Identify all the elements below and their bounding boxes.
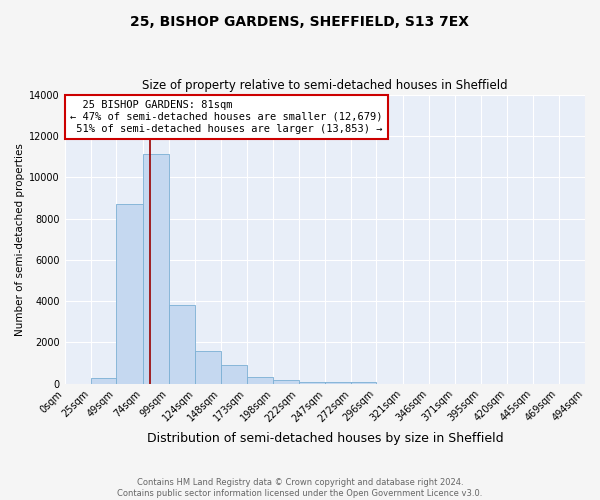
Title: Size of property relative to semi-detached houses in Sheffield: Size of property relative to semi-detach… xyxy=(142,79,508,92)
Bar xyxy=(221,365,247,384)
Text: 25 BISHOP GARDENS: 81sqm
← 47% of semi-detached houses are smaller (12,679)
 51%: 25 BISHOP GARDENS: 81sqm ← 47% of semi-d… xyxy=(70,100,382,134)
Bar xyxy=(196,350,221,384)
Text: Contains HM Land Registry data © Crown copyright and database right 2024.
Contai: Contains HM Land Registry data © Crown c… xyxy=(118,478,482,498)
Text: 25, BISHOP GARDENS, SHEFFIELD, S13 7EX: 25, BISHOP GARDENS, SHEFFIELD, S13 7EX xyxy=(131,15,470,29)
Bar xyxy=(116,204,143,384)
Bar xyxy=(299,382,325,384)
Bar xyxy=(91,378,116,384)
Y-axis label: Number of semi-detached properties: Number of semi-detached properties xyxy=(15,142,25,336)
Bar xyxy=(169,306,196,384)
Bar xyxy=(247,376,273,384)
Bar xyxy=(351,382,376,384)
X-axis label: Distribution of semi-detached houses by size in Sheffield: Distribution of semi-detached houses by … xyxy=(146,432,503,445)
Bar xyxy=(273,380,299,384)
Bar xyxy=(325,382,351,384)
Bar xyxy=(143,154,169,384)
